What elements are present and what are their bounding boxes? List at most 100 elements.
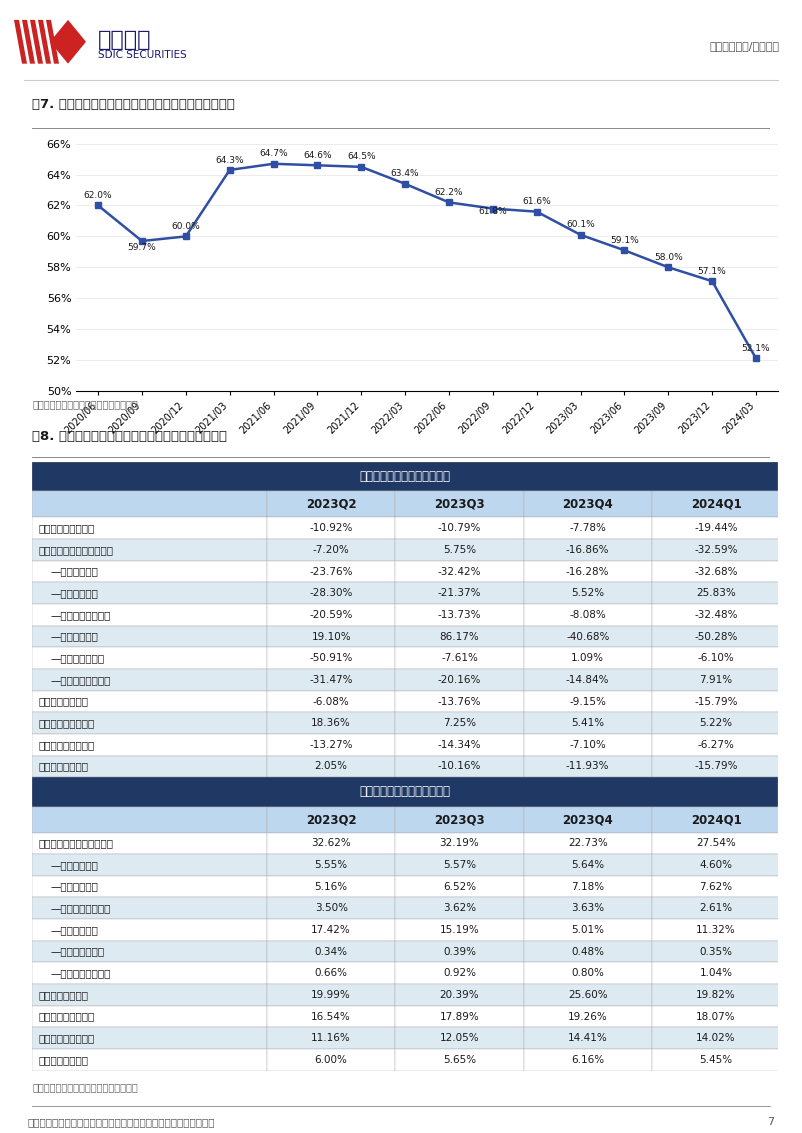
Text: 单季度手续费及佣金收入增速: 单季度手续费及佣金收入增速 [359,470,451,484]
Bar [524,876,652,897]
Text: —代理证券交易收入: —代理证券交易收入 [51,969,111,978]
Text: 5.64%: 5.64% [571,860,605,870]
Text: 3.50%: 3.50% [314,903,348,913]
Text: 2.61%: 2.61% [699,903,732,913]
Bar [32,777,778,807]
Bar [395,919,524,940]
Text: 64.7%: 64.7% [259,150,288,159]
Bar [267,854,395,876]
Text: 14.02%: 14.02% [696,1033,736,1043]
Text: 结算清算手续费收入: 结算清算手续费收入 [38,718,95,729]
Text: 1.09%: 1.09% [571,654,604,663]
Polygon shape [30,20,43,63]
Text: 27.54%: 27.54% [696,838,736,849]
Bar [32,962,267,985]
Bar [32,985,267,1006]
Bar [395,833,524,854]
Bar [652,713,780,734]
Polygon shape [50,20,86,63]
Text: 单季度手续费及佣金收入占比: 单季度手续费及佣金收入占比 [359,785,451,799]
Text: -15.79%: -15.79% [695,697,738,707]
Text: -7.10%: -7.10% [569,740,606,750]
Text: -32.42%: -32.42% [438,566,481,577]
Bar [32,713,267,734]
Bar [32,919,267,940]
Bar [32,539,267,561]
Bar [524,854,652,876]
Bar [395,582,524,604]
Bar [395,625,524,647]
Bar [524,962,652,985]
Text: -10.16%: -10.16% [438,761,481,772]
Text: 0.35%: 0.35% [699,946,732,956]
Bar [524,670,652,691]
Bar [524,1049,652,1071]
Text: 2023Q4: 2023Q4 [562,813,613,826]
Bar [267,1028,395,1049]
Bar [524,582,652,604]
Text: -20.59%: -20.59% [310,610,353,620]
Text: 5.22%: 5.22% [699,718,732,729]
Text: 资料来源：公司公告、国投证券研究中心: 资料来源：公司公告、国投证券研究中心 [32,400,138,409]
Bar [267,807,395,833]
Bar [267,539,395,561]
Bar [652,854,780,876]
Text: 18.36%: 18.36% [311,718,351,729]
Text: -32.48%: -32.48% [695,610,738,620]
Text: 12.05%: 12.05% [439,1033,480,1043]
Text: 托管业务佣金收入: 托管业务佣金收入 [38,1055,88,1065]
Bar [395,539,524,561]
Text: 11.16%: 11.16% [311,1033,351,1043]
Text: 11.32%: 11.32% [696,925,736,935]
Text: 6.00%: 6.00% [314,1055,347,1065]
Text: 62.0%: 62.0% [83,191,112,201]
Bar [524,1006,652,1028]
Bar [267,670,395,691]
Bar [267,962,395,985]
Bar [267,833,395,854]
Bar [652,582,780,604]
Text: -31.47%: -31.47% [310,675,353,684]
Bar [652,691,780,713]
Text: -20.16%: -20.16% [438,675,481,684]
Text: 资产管理手续费收入: 资产管理手续费收入 [38,740,95,750]
Bar [652,1049,780,1071]
Bar [32,756,267,777]
Bar [32,807,267,833]
Bar [395,604,524,625]
Bar [32,691,267,713]
Bar [395,1049,524,1071]
Text: 资料来源：公司公告、国投证券研究中心: 资料来源：公司公告、国投证券研究中心 [32,1082,138,1092]
Bar [32,876,267,897]
Text: 20.39%: 20.39% [439,990,480,1000]
Text: 7.25%: 7.25% [443,718,476,729]
Text: 资产管理手续费收入: 资产管理手续费收入 [38,1033,95,1043]
Text: 17.89%: 17.89% [439,1012,480,1022]
Bar [524,518,652,539]
Text: 61.8%: 61.8% [479,207,507,216]
Bar [395,756,524,777]
Text: SDIC SECURITIES: SDIC SECURITIES [98,50,187,60]
Bar [395,670,524,691]
Bar [32,940,267,962]
Text: -32.59%: -32.59% [695,545,738,555]
Bar [652,625,780,647]
Bar [395,876,524,897]
Text: -13.73%: -13.73% [438,610,481,620]
Text: 3.63%: 3.63% [571,903,605,913]
Text: 64.6%: 64.6% [303,151,332,160]
Bar [395,492,524,518]
Text: -28.30%: -28.30% [310,588,353,598]
Text: -19.44%: -19.44% [695,523,738,534]
Text: 0.34%: 0.34% [314,946,348,956]
Bar [524,897,652,919]
Bar [524,833,652,854]
Bar [652,647,780,670]
Text: 银行卡手续费收入: 银行卡手续费收入 [38,697,88,707]
Text: 图8. 招商银行单季度手续费及佣金净收入增速、结构: 图8. 招商银行单季度手续费及佣金净收入增速、结构 [32,429,227,443]
Text: 58.0%: 58.0% [654,253,683,262]
Text: 7.18%: 7.18% [571,881,605,892]
Bar [524,940,652,962]
Text: 5.52%: 5.52% [571,588,605,598]
Text: -15.79%: -15.79% [695,761,738,772]
